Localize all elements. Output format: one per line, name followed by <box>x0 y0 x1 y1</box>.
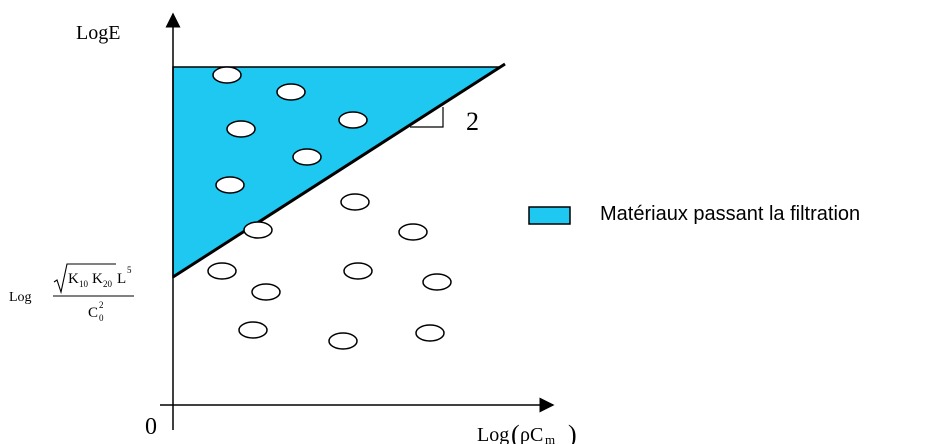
x-label-symbol: ρC <box>520 424 543 444</box>
denominator: C <box>88 305 98 321</box>
boundary-line <box>172 62 506 279</box>
sqrt-k1: K <box>68 271 79 287</box>
x-label-prefix: Log <box>477 424 509 444</box>
denominator-sub: 0 <box>99 313 104 323</box>
x-label-subscript: m <box>545 432 555 444</box>
material-ellipse <box>243 221 273 239</box>
material-ellipse <box>398 223 428 241</box>
legend: Matériaux passant la filtration <box>528 203 860 225</box>
material-ellipse <box>207 262 237 280</box>
material-ellipse <box>338 111 368 129</box>
material-ellipse <box>328 332 358 350</box>
legend-label: Matériaux passant la filtration <box>600 203 860 225</box>
material-ellipse <box>343 262 373 280</box>
slope-label: 2 <box>466 107 479 136</box>
denominator-sup: 2 <box>99 300 104 310</box>
material-ellipse <box>226 120 256 138</box>
material-ellipse <box>251 283 281 301</box>
intercept-formula: Log K 10 K 20 L 5 C 2 0 <box>9 263 134 323</box>
after-sqrt: L <box>117 271 126 287</box>
x-label-close-paren: ) <box>568 420 577 444</box>
sqrt-k2: K <box>92 271 103 287</box>
material-ellipse <box>238 321 268 339</box>
origin-label: 0 <box>145 414 157 440</box>
after-sqrt-sup: 5 <box>127 265 132 275</box>
material-ellipse <box>415 324 445 342</box>
material-ellipse <box>292 148 322 166</box>
legend-swatch <box>528 206 571 225</box>
x-label-open-paren: ( <box>511 420 520 444</box>
material-ellipse <box>276 83 306 101</box>
y-axis-label: LogE <box>76 22 120 44</box>
x-axis-label: Log ( ρC m ) <box>477 420 577 444</box>
material-ellipse <box>340 193 370 211</box>
slope-indicator <box>410 107 444 128</box>
material-ellipse <box>215 176 245 194</box>
material-ellipse <box>422 273 452 291</box>
sqrt-sign <box>53 263 116 295</box>
sqrt-k2-sub: 20 <box>103 279 113 289</box>
material-ellipse <box>212 66 242 84</box>
intercept-prefix: Log <box>9 290 32 305</box>
sqrt-k1-sub: 10 <box>79 279 89 289</box>
materials <box>207 66 452 350</box>
